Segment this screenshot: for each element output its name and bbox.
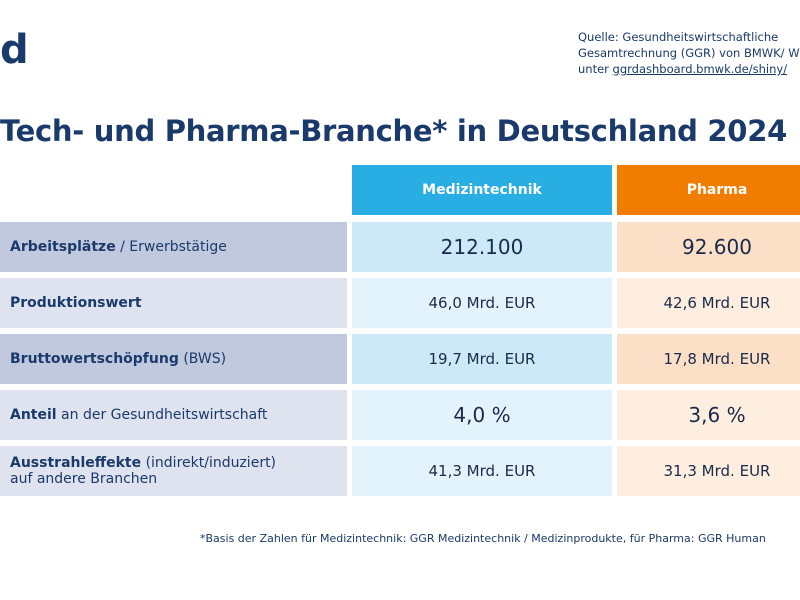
row-label-line: Ausstrahleffekte (indirekt/induziert) [10, 455, 347, 471]
row-label-text: (indirekt/induziert) [145, 455, 277, 471]
row-label-line: Arbeitsplätze / Erwerbstätige [10, 239, 347, 255]
pharma-value: 92.600 [617, 222, 800, 272]
medtech-value: 212.100 [352, 222, 612, 272]
row-label-text: an der Gesundheitswirtschaft [61, 407, 268, 423]
medtech-value: 19,7 Mrd. EUR [352, 334, 612, 384]
source-link[interactable]: ggrdashboard.bmwk.de/shiny/ [612, 62, 788, 76]
medtech-value: 46,0 Mrd. EUR [352, 278, 612, 328]
pharma-value: 42,6 Mrd. EUR [617, 278, 800, 328]
row-label: Anteil an der Gesundheitswirtschaft [0, 390, 347, 440]
row-label: Arbeitsplätze / Erwerbstätige [0, 222, 347, 272]
medtech-value: 4,0 % [352, 390, 612, 440]
pharma-value: 3,6 % [617, 390, 800, 440]
title: Tech- und Pharma-Branche* in Deutschland… [0, 114, 787, 148]
footnote: *Basis der Zahlen für Medizintechnik: GG… [200, 532, 766, 545]
source-prefix: unter [578, 62, 609, 76]
pharma-value: 17,8 Mrd. EUR [617, 334, 800, 384]
source-line: Quelle: Gesundheitswirtschaftliche [578, 30, 779, 44]
row-label-text: (BWS) [183, 351, 227, 367]
row-label-bold: Arbeitsplätze [10, 239, 116, 255]
row-label-bold: Ausstrahleffekte [10, 455, 142, 471]
row-label: Ausstrahleffekte (indirekt/induziert) auf… [0, 446, 347, 496]
row-label-bold: Bruttowertschöpfung [10, 351, 179, 367]
column-header: Pharma [617, 165, 800, 215]
medtech-value: 41,3 Mrd. EUR [352, 446, 612, 496]
source-line: unter ggrdashboard.bmwk.de/shiny/ [578, 62, 787, 76]
row-label-bold: Produktionswert [10, 295, 142, 311]
logo: d [0, 27, 29, 73]
row-label-text: / Erwerbstätige [120, 239, 227, 255]
row-label-bold: Anteil [10, 407, 57, 423]
row-label: Produktionswert [0, 278, 347, 328]
row-label-line: auf andere Branchen [10, 471, 158, 487]
pharma-value: 31,3 Mrd. EUR [617, 446, 800, 496]
row-label-line: Produktionswert [10, 295, 347, 311]
row-label-line: Anteil an der Gesundheitswirtschaft [10, 407, 347, 423]
source-line: Gesamtrechnung (GGR) von BMWK/ W [578, 46, 800, 60]
row-label: Bruttowertschöpfung (BWS) [0, 334, 347, 384]
column-header: Medizintechnik [352, 165, 612, 215]
row-label-line: Bruttowertschöpfung (BWS) [10, 351, 347, 367]
